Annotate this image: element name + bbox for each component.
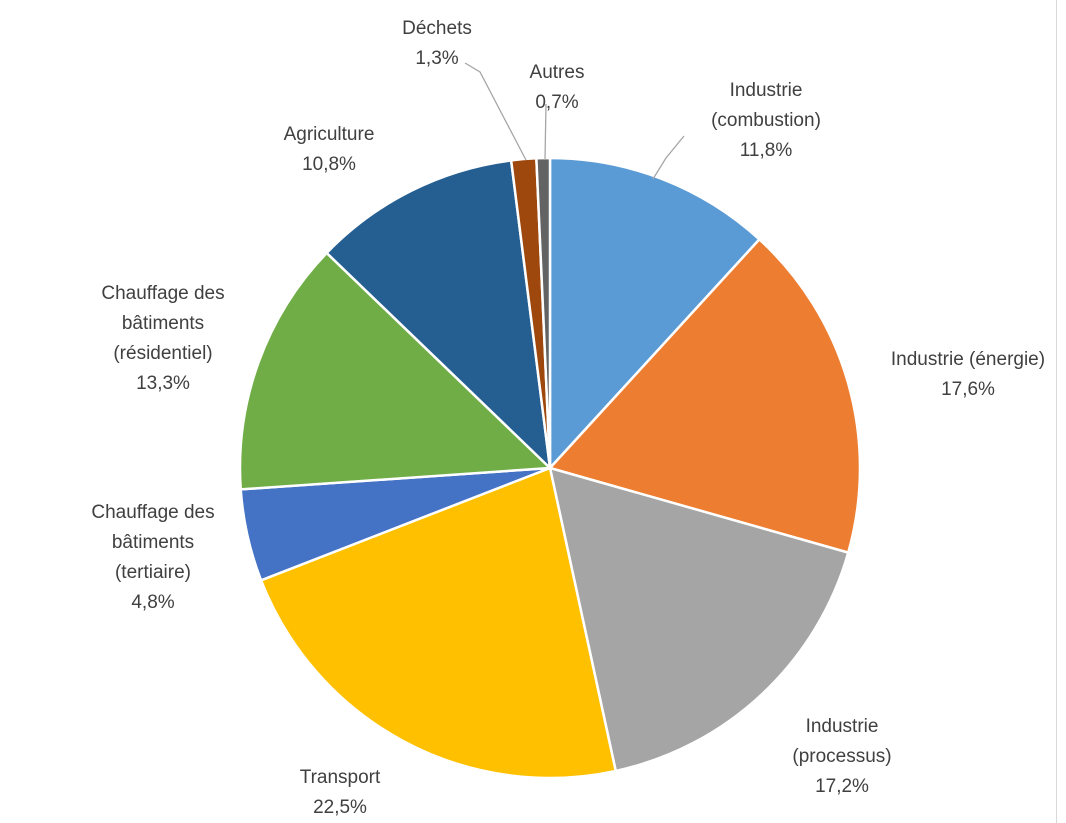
pie-slice-agriculture [325, 159, 552, 470]
slice-category-label: (résidentiel) [113, 343, 212, 364]
slice-category-label: Déchets [402, 18, 472, 39]
slice-label-autres: Autres 0,7% [530, 62, 585, 113]
slice-category-label: Industrie [806, 716, 879, 737]
slice-category-label: Autres [530, 62, 585, 83]
slice-category-label: (combustion) [711, 110, 821, 131]
pie-slice-autres [535, 156, 552, 470]
pie-slice-transport [259, 466, 617, 780]
slice-value-label: 17,2% [815, 776, 869, 797]
leader-line-autres [544, 103, 547, 161]
slice-label-dechets: Déchets 1,3% [402, 18, 472, 69]
slice-label-chauffage-tertiaire: Chauffage des bâtiments (tertiaire) 4,8% [91, 502, 214, 613]
slice-label-agriculture: Agriculture 10,8% [284, 124, 375, 175]
right-border-line [1056, 0, 1057, 823]
slice-label-transport: Transport 22,5% [300, 767, 381, 818]
slice-category-label: Transport [300, 767, 381, 788]
leader-line-dechets [464, 62, 527, 161]
slice-value-label: 22,5% [313, 797, 367, 818]
slice-label-chauffage-residentiel: Chauffage des bâtiments (résidentiel) 13,3% [101, 283, 224, 394]
slice-value-label: 4,8% [131, 592, 174, 613]
slice-value-label: 13,3% [136, 373, 190, 394]
slice-category-label: Chauffage des [91, 502, 214, 523]
slice-value-label: 1,3% [415, 48, 458, 69]
slice-value-label: 10,8% [302, 154, 356, 175]
slice-category-label: Industrie (énergie) [891, 349, 1045, 370]
pie-slice-chauffage-residentiel [238, 251, 552, 491]
pie-slice-industrie-combustion [548, 156, 761, 470]
slice-value-label: 11,8% [740, 140, 793, 161]
slice-value-label: 0,7% [535, 92, 578, 113]
slice-category-label: Chauffage des [101, 283, 224, 304]
slice-category-label: (tertiaire) [115, 562, 191, 583]
slice-label-industrie-combustion: Industrie (combustion) 11,8% [711, 80, 821, 161]
leader-line-industrie-combustion [652, 135, 685, 180]
slice-category-label: (processus) [792, 746, 891, 767]
pie-slice-industrie-energie [548, 238, 862, 554]
slice-label-industrie-processus: Industrie (processus) 17,2% [792, 716, 891, 797]
slice-value-label: 17,6% [941, 379, 995, 400]
slice-category-label: bâtiments [112, 532, 194, 553]
slice-category-label: Industrie [730, 80, 803, 101]
slice-category-label: Agriculture [284, 124, 375, 145]
pie-slice-industrie-processus [548, 466, 850, 773]
slice-label-industrie-energie: Industrie (énergie) 17,6% [891, 349, 1045, 400]
slice-category-label: bâtiments [122, 313, 204, 334]
